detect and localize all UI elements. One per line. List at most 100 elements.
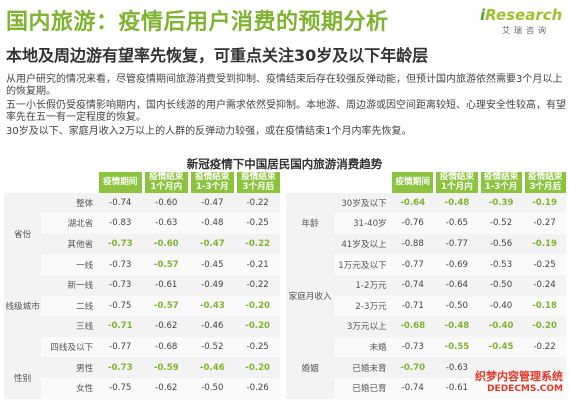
row-label: 已婚已育 xyxy=(334,377,391,399)
cell-value: -0.59 xyxy=(143,357,190,378)
cell-value: -0.83 xyxy=(97,213,144,234)
cell-value: -0.22 xyxy=(235,192,280,214)
cell-value: -0.71 xyxy=(97,316,144,337)
tables-area: 疫情期间 疫情结束 1个月内 疫情结束 1-3个月 疫情结束 3个月后 整体 -0.74 -0.6… xyxy=(4,172,566,399)
row-group: 省份 xyxy=(4,213,42,255)
cell-value: -0.57 xyxy=(143,295,190,317)
cell-value: -0.50 xyxy=(434,295,479,317)
cell-value xyxy=(523,377,566,399)
header-blank xyxy=(286,172,391,193)
table-row: 1-2万元 -0.74 -0.64 -0.50 -0.24 xyxy=(286,274,566,296)
cell-value xyxy=(479,377,524,399)
cell-value: -0.45 xyxy=(479,336,524,358)
column-header: 疫情结束 1-3个月 xyxy=(477,172,524,193)
table-row: 线级城市 一线 -0.73 -0.57 -0.45 -0.21 xyxy=(4,254,280,358)
table-row: 已婚已育 -0.74 -0.61 xyxy=(286,377,566,399)
cell-value: -0.75 xyxy=(97,377,144,399)
table-row: 省份 湖北省 -0.83 -0.63 -0.48 -0.25 xyxy=(4,213,280,255)
cell-value: -0.25 xyxy=(523,254,566,275)
cell-value: -0.27 xyxy=(523,213,566,234)
cell-value: -0.39 xyxy=(479,192,524,214)
cell-value: -0.70 xyxy=(390,357,435,378)
watermark-line2: DEDECMS.COM xyxy=(487,384,563,394)
row-label: 一线 xyxy=(41,254,98,275)
cell-value: -0.43 xyxy=(189,295,236,317)
row-label: 四线及以下 xyxy=(41,336,98,358)
cell-value: -0.52 xyxy=(479,213,524,234)
cell-value: -0.25 xyxy=(235,336,280,358)
cell-value: -0.62 xyxy=(143,377,190,399)
logo-subtitle: 艾瑞咨询 xyxy=(502,26,550,35)
cell-value: -0.18 xyxy=(523,295,566,317)
cell-value: -0.48 xyxy=(189,213,236,234)
cell-value: -0.63 xyxy=(143,213,190,234)
row-label: 已婚未育 xyxy=(334,357,391,378)
row-label: 整体 xyxy=(41,192,98,214)
row-group: 线级城市 xyxy=(4,254,42,358)
row-label: 1万元及以下 xyxy=(334,254,391,275)
column-header: 疫情结束 3个月后 xyxy=(233,172,280,193)
table-row: 婚姻 未婚 -0.73 -0.55 -0.45 -0.22 xyxy=(286,336,566,399)
cell-value: -0.61 xyxy=(143,274,190,296)
page-subtitle: 本地及周边游有望率先恢复，可重点关注30岁及以下年龄层 xyxy=(6,46,429,65)
cell-value: -0.71 xyxy=(390,295,435,317)
cell-value: -0.22 xyxy=(523,336,566,358)
table-row: 31-40岁 -0.76 -0.65 -0.52 -0.27 xyxy=(286,213,566,234)
right-data-table: 疫情期间 疫情结束 1个月内 疫情结束 1-3个月 疫情结束 3个月后 年龄 30岁及以下 -0.… xyxy=(286,172,566,399)
cell-value: -0.49 xyxy=(189,274,236,296)
logo-i: i xyxy=(480,6,486,24)
cell-value: -0.56 xyxy=(479,233,524,255)
paragraph-2: 五一小长假仍受疫情影响期内，国内长线游的用户需求依然受抑制。本地游、周边游或因空… xyxy=(6,99,566,124)
cell-value: -0.75 xyxy=(97,295,144,317)
cell-value: -0.52 xyxy=(189,336,236,358)
cell-value: -0.26 xyxy=(235,377,280,399)
paragraph-1: 从用户研究的情况来看，尽管疫情期间旅游消费受到抑制、疫情结束后存在较强反弹动能，… xyxy=(6,74,563,98)
table-row: 其他省 -0.73 -0.60 -0.47 -0.22 xyxy=(4,233,280,255)
cell-value: -0.73 xyxy=(97,357,144,378)
cell-value xyxy=(479,357,524,378)
row-label: 2-3万元 xyxy=(334,295,391,317)
cell-value: -0.20 xyxy=(523,316,566,337)
cell-value: -0.46 xyxy=(189,357,236,378)
table-row: 性别 男性 -0.73 -0.59 -0.46 -0.20 xyxy=(4,357,280,399)
row-label: 其他省 xyxy=(41,233,98,255)
table-row: 三线 -0.71 -0.62 -0.46 -0.20 xyxy=(4,316,280,337)
cell-value: -0.45 xyxy=(189,254,236,275)
table-row: 2-3万元 -0.71 -0.50 -0.40 -0.18 xyxy=(286,295,566,317)
cell-value: -0.68 xyxy=(390,316,435,337)
cell-value: -0.73 xyxy=(97,274,144,296)
page-title: 国内旅游：疫情后用户消费的预期分析 xyxy=(6,10,389,35)
cell-value: -0.50 xyxy=(479,274,524,296)
cell-value: -0.24 xyxy=(523,274,566,296)
cell-value: -0.55 xyxy=(434,336,479,358)
row-label: 新一线 xyxy=(41,274,98,296)
cell-value: -0.74 xyxy=(390,377,435,399)
row-label: 未婚 xyxy=(334,336,391,358)
cell-value: -0.48 xyxy=(434,192,479,214)
cell-value: -0.20 xyxy=(235,316,280,337)
cell-value: -0.22 xyxy=(235,233,280,255)
cell-value: -0.76 xyxy=(390,213,435,234)
paragraph-3: 30岁及以下、家庭月收入2万以上的人群的反弹动力较强，或在疫情结束1个月内率先恢… xyxy=(6,125,412,137)
cell-value: -0.62 xyxy=(143,316,190,337)
left-data-table: 疫情期间 疫情结束 1个月内 疫情结束 1-3个月 疫情结束 3个月后 整体 -0.74 -0.6… xyxy=(4,172,280,399)
row-label: 1-2万元 xyxy=(334,274,391,296)
watermark: 织梦内容管理系统 DEDECMS.COM xyxy=(465,368,563,396)
cell-value: -0.20 xyxy=(235,357,280,378)
cell-value: -0.46 xyxy=(189,316,236,337)
cell-value: -0.53 xyxy=(479,254,524,275)
table-row: 四线及以下 -0.77 -0.68 -0.52 -0.25 xyxy=(4,336,280,358)
cell-value: -0.65 xyxy=(434,213,479,234)
cell-value: -0.47 xyxy=(189,192,236,214)
row-group xyxy=(4,192,42,214)
cell-value: -0.40 xyxy=(479,295,524,317)
table-row: 二线 -0.75 -0.57 -0.43 -0.20 xyxy=(4,295,280,317)
row-label: 湖北省 xyxy=(41,213,98,234)
row-label: 31-40岁 xyxy=(334,213,391,234)
row-group: 家庭月收入 xyxy=(286,254,335,337)
cell-value: -0.77 xyxy=(97,336,144,358)
row-group: 性别 xyxy=(4,357,42,399)
cell-value: -0.21 xyxy=(235,254,280,275)
iresearch-logo: iResearch 艾瑞咨询 xyxy=(480,6,566,42)
cell-value: -0.73 xyxy=(390,336,435,358)
